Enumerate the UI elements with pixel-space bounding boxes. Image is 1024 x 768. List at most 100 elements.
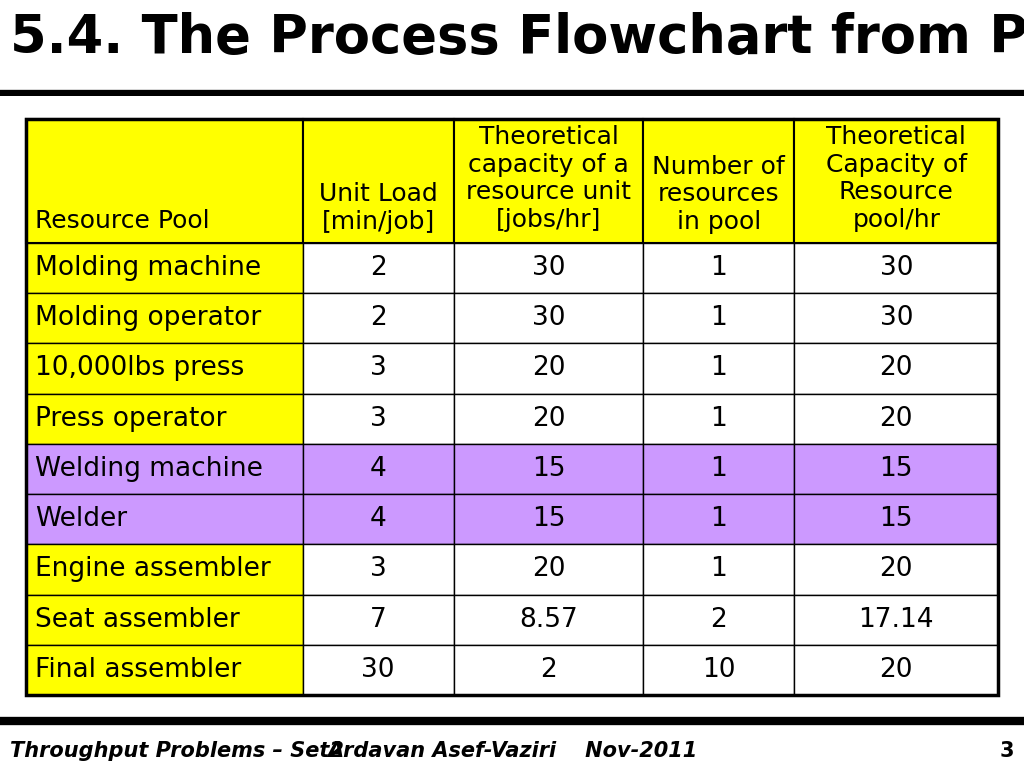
Text: Theoretical
capacity of a
resource unit
[jobs/hr]: Theoretical capacity of a resource unit … xyxy=(466,124,631,232)
Text: 1: 1 xyxy=(711,255,727,281)
Text: 30: 30 xyxy=(361,657,395,683)
Bar xyxy=(26,243,303,293)
Bar xyxy=(795,293,998,343)
Bar xyxy=(643,343,795,394)
Text: 30: 30 xyxy=(531,305,565,331)
Bar xyxy=(303,119,454,243)
Bar xyxy=(26,119,303,243)
Bar xyxy=(643,494,795,545)
Text: 15: 15 xyxy=(880,506,913,532)
Text: 15: 15 xyxy=(531,506,565,532)
Text: Welding machine: Welding machine xyxy=(35,456,263,482)
Bar xyxy=(26,645,303,695)
Text: 3: 3 xyxy=(370,356,387,382)
Text: Number of
resources
in pool: Number of resources in pool xyxy=(652,154,785,234)
Text: 2: 2 xyxy=(711,607,727,633)
Bar xyxy=(303,293,454,343)
Text: 3: 3 xyxy=(999,740,1014,761)
Text: 3: 3 xyxy=(370,406,387,432)
Text: 4: 4 xyxy=(370,506,387,532)
Bar xyxy=(303,343,454,394)
Text: 1: 1 xyxy=(711,356,727,382)
Bar xyxy=(454,394,643,444)
Bar xyxy=(643,394,795,444)
Bar xyxy=(454,545,643,594)
Text: Throughput Problems – Set2: Throughput Problems – Set2 xyxy=(10,740,344,761)
Text: 1: 1 xyxy=(711,557,727,582)
Bar xyxy=(454,119,643,243)
Bar xyxy=(795,545,998,594)
Bar xyxy=(643,594,795,645)
Text: 30: 30 xyxy=(531,255,565,281)
Bar xyxy=(454,594,643,645)
Bar xyxy=(454,293,643,343)
Text: 20: 20 xyxy=(531,406,565,432)
Bar xyxy=(303,645,454,695)
Bar xyxy=(795,394,998,444)
Bar xyxy=(643,243,795,293)
Bar xyxy=(643,444,795,494)
Text: 15: 15 xyxy=(880,456,913,482)
Text: 10,000lbs press: 10,000lbs press xyxy=(35,356,245,382)
Bar xyxy=(643,293,795,343)
Text: 1: 1 xyxy=(711,305,727,331)
Text: 3: 3 xyxy=(370,557,387,582)
Text: 4: 4 xyxy=(370,456,387,482)
Text: Seat assembler: Seat assembler xyxy=(35,607,240,633)
Text: 20: 20 xyxy=(880,406,913,432)
Bar xyxy=(795,444,998,494)
Bar xyxy=(26,394,303,444)
Bar xyxy=(795,119,998,243)
Text: 5.4. The Process Flowchart from Problem 4.4: 5.4. The Process Flowchart from Problem … xyxy=(10,12,1024,65)
Text: 2: 2 xyxy=(540,657,557,683)
Text: 1: 1 xyxy=(711,506,727,532)
Bar xyxy=(26,594,303,645)
Bar xyxy=(643,545,795,594)
Text: 15: 15 xyxy=(531,456,565,482)
Bar xyxy=(454,243,643,293)
Bar xyxy=(26,343,303,394)
Text: 20: 20 xyxy=(531,557,565,582)
Bar xyxy=(795,494,998,545)
Bar xyxy=(303,545,454,594)
Bar xyxy=(26,545,303,594)
Text: 20: 20 xyxy=(880,356,913,382)
Bar xyxy=(303,594,454,645)
Bar xyxy=(795,243,998,293)
Text: Resource Pool: Resource Pool xyxy=(35,208,210,233)
Bar xyxy=(303,444,454,494)
Text: 2: 2 xyxy=(370,305,387,331)
Bar xyxy=(454,645,643,695)
Text: 17.14: 17.14 xyxy=(858,607,934,633)
Text: 30: 30 xyxy=(880,305,913,331)
Text: 2: 2 xyxy=(370,255,387,281)
Text: 1: 1 xyxy=(711,456,727,482)
Bar xyxy=(454,494,643,545)
Text: Engine assembler: Engine assembler xyxy=(35,557,271,582)
Bar xyxy=(454,444,643,494)
Bar xyxy=(26,494,303,545)
Text: 1: 1 xyxy=(711,406,727,432)
Text: 7: 7 xyxy=(370,607,387,633)
Text: 20: 20 xyxy=(880,657,913,683)
Bar xyxy=(26,444,303,494)
Bar xyxy=(795,343,998,394)
Text: 20: 20 xyxy=(531,356,565,382)
Bar xyxy=(454,343,643,394)
Text: Welder: Welder xyxy=(35,506,127,532)
Text: 8.57: 8.57 xyxy=(519,607,578,633)
Bar xyxy=(795,594,998,645)
Text: Theoretical
Capacity of
Resource
pool/hr: Theoretical Capacity of Resource pool/hr xyxy=(825,124,967,232)
Text: 30: 30 xyxy=(880,255,913,281)
Text: Press operator: Press operator xyxy=(35,406,227,432)
Bar xyxy=(26,293,303,343)
Text: Ardavan Asef-Vaziri    Nov-2011: Ardavan Asef-Vaziri Nov-2011 xyxy=(327,740,697,761)
Bar xyxy=(643,119,795,243)
Text: Final assembler: Final assembler xyxy=(35,657,242,683)
Text: 10: 10 xyxy=(702,657,735,683)
Bar xyxy=(303,494,454,545)
Text: 20: 20 xyxy=(880,557,913,582)
Text: Molding operator: Molding operator xyxy=(35,305,261,331)
Bar xyxy=(303,394,454,444)
Text: Molding machine: Molding machine xyxy=(35,255,261,281)
